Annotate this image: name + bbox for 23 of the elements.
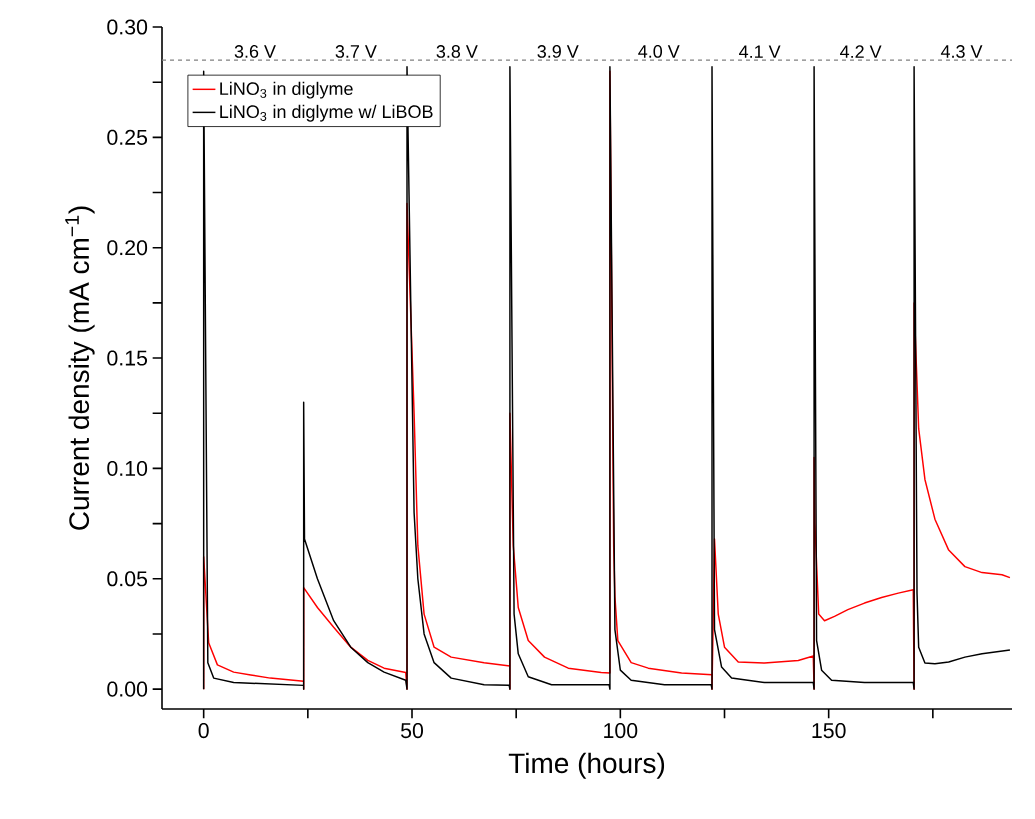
annotation: 3.7 V — [335, 45, 377, 58]
annotation: 4.2 V — [840, 45, 882, 58]
x-axis-title: Time (hours) — [508, 752, 665, 779]
y-tick-label: 0.30 — [107, 19, 148, 35]
y-tick-label: 0.10 — [107, 460, 148, 476]
x-tick-label: 150 — [812, 723, 846, 739]
annotation: 3.9 V — [537, 45, 579, 58]
legend-label: LiNO$_{3}$ in diglyme — [220, 81, 353, 99]
x-tick-label: 50 — [401, 723, 424, 739]
y-tick-label: 0.15 — [107, 350, 148, 366]
annotation: 4.0 V — [638, 45, 680, 58]
annotation: 3.6 V — [234, 45, 276, 58]
legend-label: LiNO$_{3}$ in diglyme w/ LiBOB — [220, 104, 433, 122]
y-axis-title: Current density (mA cm$^{−1}$) — [65, 206, 95, 530]
y-tick-label: 0.25 — [107, 129, 148, 145]
y-tick-label: 0.20 — [107, 240, 148, 256]
x-tick-label: 100 — [604, 723, 638, 739]
annotation: 4.3 V — [940, 45, 983, 58]
x-tick-label: 0 — [198, 723, 209, 739]
annotation: 4.1 V — [739, 45, 781, 58]
y-tick-label: 0.05 — [107, 571, 148, 587]
annotation: 3.8 V — [436, 45, 478, 58]
y-tick-label: 0.00 — [107, 681, 148, 697]
